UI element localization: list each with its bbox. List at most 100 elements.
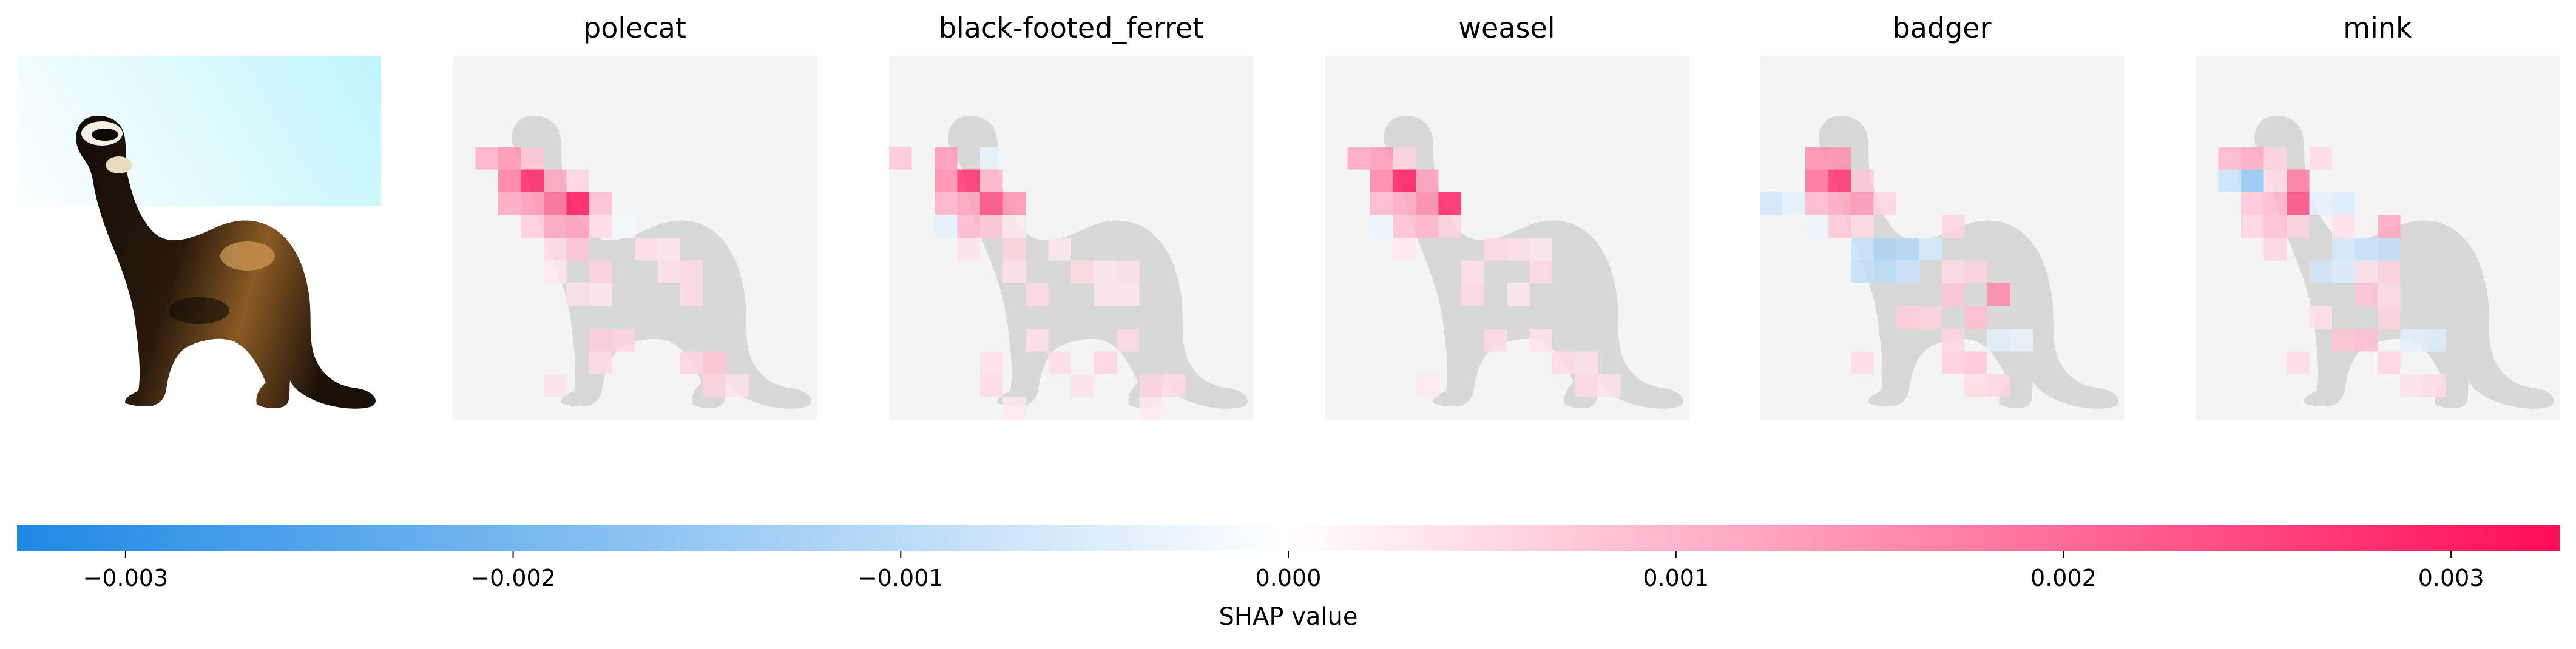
- shap-cell: [1851, 215, 1874, 238]
- shap-cell: [566, 283, 589, 306]
- shap-cell: [521, 169, 544, 192]
- shap-cell: [498, 192, 521, 215]
- shap-cell: [680, 260, 703, 283]
- shap-cell: [1529, 238, 1552, 261]
- shap-cell: [2332, 215, 2355, 238]
- shap-cell: [2378, 260, 2401, 283]
- shap-cell: [957, 238, 980, 261]
- shap-cell: [1942, 283, 1965, 306]
- shap-cell: [1094, 351, 1117, 374]
- panel-title: weasel: [1458, 12, 1555, 44]
- panel-title: polecat: [583, 12, 686, 44]
- shap-cell: [1529, 329, 1552, 352]
- shap-cell: [2263, 192, 2287, 215]
- shap-cell: [589, 260, 612, 283]
- shap-cell: [1393, 192, 1416, 215]
- shap-cell: [1002, 238, 1026, 261]
- shap-cell: [2378, 283, 2401, 306]
- shap-cell: [1048, 238, 1071, 261]
- colorbar-ticks: −0.003 −0.002 −0.001 0.000 0.001 0.002 0.003: [83, 551, 2484, 591]
- shap-cell: [1529, 260, 1552, 283]
- shap-cell: [1484, 329, 1507, 352]
- shap-cell: [1828, 169, 1851, 192]
- shap-cell: [635, 238, 658, 261]
- shap-cell: [566, 215, 589, 238]
- shap-cell: [1805, 147, 1828, 170]
- shap-cell: [1347, 147, 1370, 170]
- shap-cell: [2355, 260, 2378, 283]
- shap-cell: [2378, 306, 2401, 329]
- colorbar-tick-label: 0.001: [1643, 565, 1709, 591]
- shap-cell: [980, 215, 1003, 238]
- shap-cell: [1117, 283, 1140, 306]
- shap-cell: [2355, 283, 2378, 306]
- shap-cell: [1507, 283, 1530, 306]
- shap-cell: [1896, 238, 1919, 261]
- shap-cell: [1094, 260, 1117, 283]
- shap-cell: [521, 215, 544, 238]
- shap-cell: [1026, 329, 1049, 352]
- shap-cell: [566, 169, 589, 192]
- shap-cell: [980, 147, 1003, 170]
- shap-cell: [1117, 260, 1140, 283]
- shap-cell: [1805, 169, 1828, 192]
- shap-cell: [1760, 192, 1783, 215]
- shap-cell: [1851, 192, 1874, 215]
- shap-cell: [2263, 238, 2287, 261]
- shap-cell: [1071, 374, 1094, 397]
- shap-cell: [1139, 374, 1162, 397]
- shap-panel-badger: badger: [1760, 12, 2124, 420]
- shap-cell: [566, 192, 589, 215]
- shap-cell: [589, 329, 612, 352]
- shap-cell: [657, 260, 680, 283]
- shap-cell: [1416, 215, 1439, 238]
- panel-title: badger: [1893, 12, 1992, 44]
- shap-cell: [612, 329, 635, 352]
- shap-cell: [1484, 238, 1507, 261]
- shap-cell: [726, 374, 749, 397]
- shap-cell: [1002, 215, 1026, 238]
- shap-cell: [544, 192, 567, 215]
- shap-cell: [680, 283, 703, 306]
- shap-cell: [1071, 260, 1094, 283]
- shap-cell: [1805, 215, 1828, 238]
- colorbar-tick-label: 0.002: [2030, 565, 2097, 591]
- shap-cell: [957, 215, 980, 238]
- shap-cell: [2355, 329, 2378, 352]
- shap-cell: [498, 147, 521, 170]
- shap-cell: [2309, 192, 2332, 215]
- shap-cell: [2355, 238, 2378, 261]
- shap-cell: [957, 169, 980, 192]
- shap-cell: [957, 192, 980, 215]
- shap-cell: [566, 238, 589, 261]
- shap-cell: [1026, 283, 1049, 306]
- shap-panel-weasel: weasel: [1325, 12, 1689, 420]
- shap-cell: [1782, 192, 1805, 215]
- shap-cell: [1851, 351, 1874, 374]
- shap-cell: [1370, 147, 1393, 170]
- panel-title: black-footed_ferret: [939, 12, 1204, 44]
- shap-cell: [1964, 374, 1987, 397]
- shap-cell: [1393, 238, 1416, 261]
- shap-cell: [1370, 169, 1393, 192]
- shap-cell: [2309, 260, 2332, 283]
- shap-cell: [1002, 397, 1026, 420]
- shap-cell: [703, 374, 726, 397]
- shap-cell: [1805, 192, 1828, 215]
- shap-cell: [544, 215, 567, 238]
- shap-cell: [475, 147, 498, 170]
- shap-cell: [1873, 238, 1896, 261]
- shap-cell: [2010, 329, 2033, 352]
- shap-cell: [935, 215, 958, 238]
- shap-cell: [680, 351, 703, 374]
- colorbar-tick-label: −0.003: [83, 565, 169, 591]
- shap-cell: [1370, 192, 1393, 215]
- shap-cell: [544, 238, 567, 261]
- shap-cell: [2332, 192, 2355, 215]
- shap-cell: [2287, 351, 2310, 374]
- shap-cell: [1873, 260, 1896, 283]
- shap-cell: [2241, 192, 2264, 215]
- shap-cell: [889, 147, 912, 170]
- shap-cell: [2378, 351, 2401, 374]
- shap-cell: [980, 374, 1003, 397]
